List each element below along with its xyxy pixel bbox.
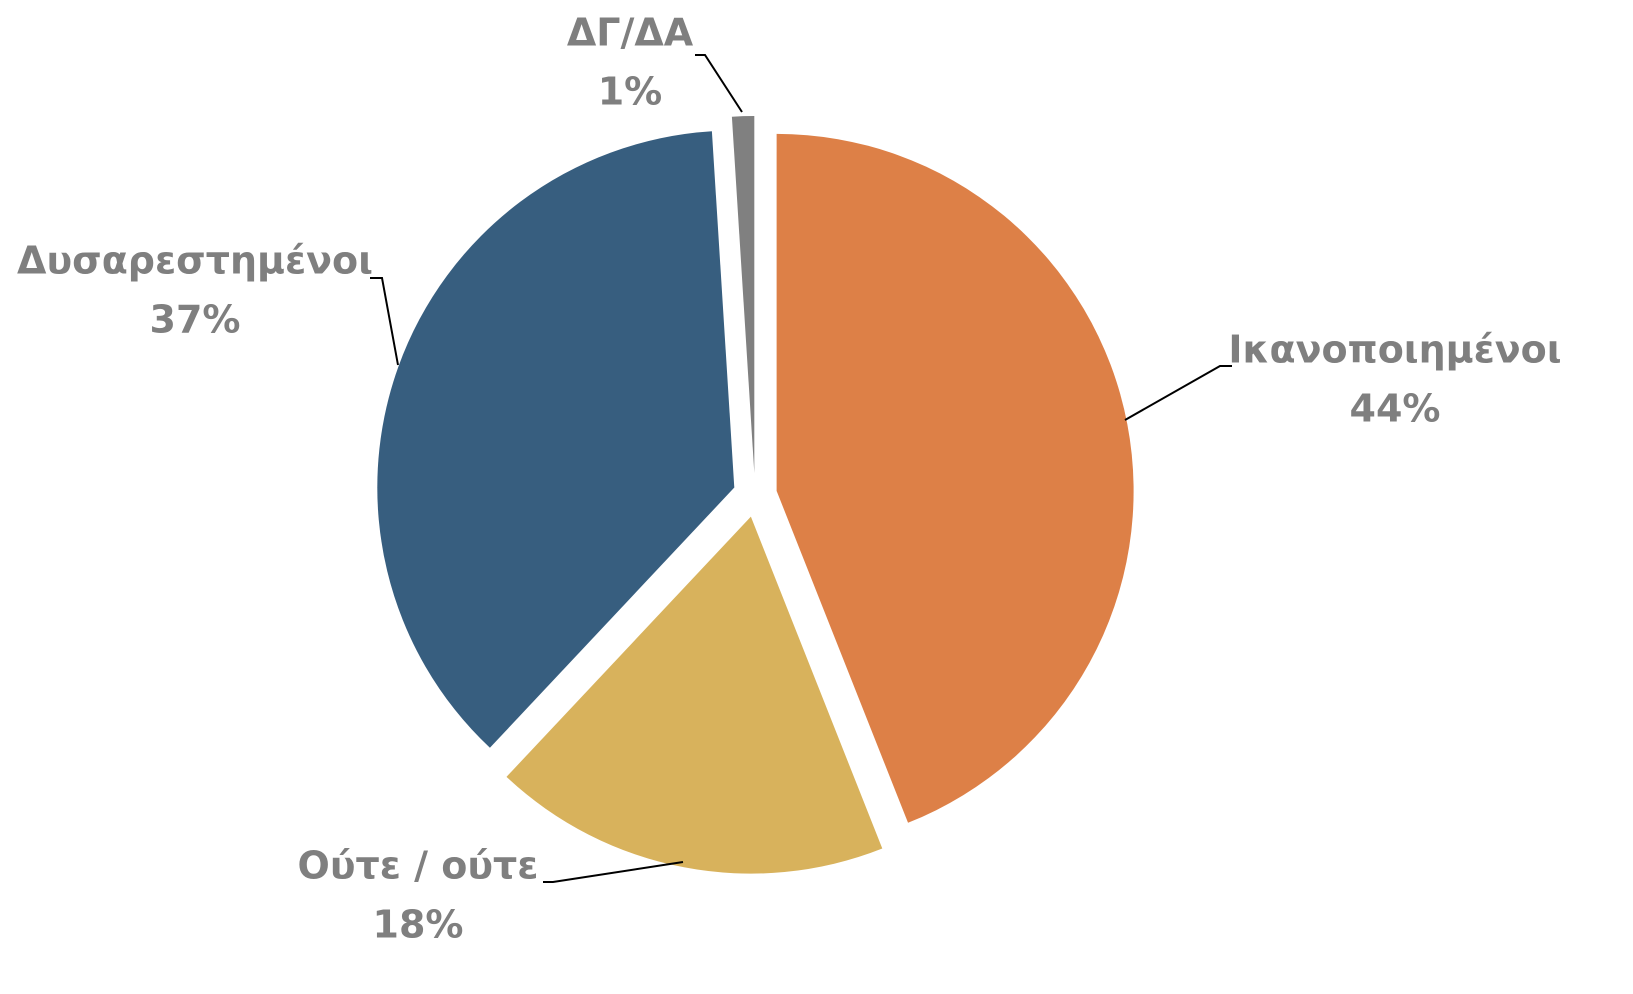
- slice-label: Δυσαρεστημένοι: [17, 239, 373, 283]
- leader-line: [543, 861, 684, 883]
- slice-label: Ούτε / ούτε: [298, 844, 539, 888]
- pie-slice: [506, 516, 883, 874]
- slice-label: ΔΓ/ΔΑ: [567, 11, 694, 55]
- leader-line: [1124, 365, 1232, 421]
- pie-slice: [377, 131, 735, 748]
- slice-value-label: 37%: [150, 298, 241, 342]
- slice-value-label: 44%: [1350, 387, 1441, 431]
- leader-line: [370, 277, 399, 366]
- slice-value-label: 1%: [598, 70, 663, 114]
- pie-slice: [731, 116, 755, 474]
- leader-line: [695, 54, 743, 113]
- pie-slice: [776, 133, 1134, 823]
- slice-value-label: 18%: [373, 903, 464, 947]
- slice-label: Ικανοποιημένοι: [1228, 328, 1561, 372]
